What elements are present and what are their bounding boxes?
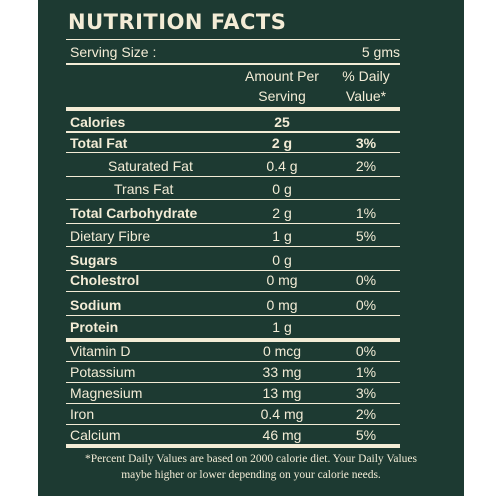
amount-header-line1: Amount Per bbox=[245, 68, 319, 84]
row-amount: 0 mcg bbox=[262, 343, 302, 359]
row-amount: 2 g bbox=[271, 135, 293, 151]
divider bbox=[66, 361, 400, 362]
row-name: Calcium bbox=[70, 427, 121, 443]
divider bbox=[66, 338, 400, 342]
row-amount: 0.4 mg bbox=[260, 406, 304, 422]
divider bbox=[66, 444, 400, 448]
divider bbox=[66, 199, 400, 200]
amount-header-line2: Serving bbox=[258, 88, 306, 104]
divider bbox=[66, 270, 400, 271]
pct-header-line2: Value* bbox=[345, 88, 387, 104]
row-amount: 1 g bbox=[272, 228, 292, 244]
row-pct: 1% bbox=[355, 364, 377, 380]
row-amount: 0 g bbox=[272, 181, 292, 197]
row-pct: 5% bbox=[355, 427, 377, 443]
row-name: Vitamin D bbox=[70, 343, 131, 359]
divider bbox=[66, 152, 400, 153]
row-amount: 0 mg bbox=[266, 272, 298, 288]
row-pct: 3% bbox=[355, 385, 377, 401]
row-pct: 2% bbox=[355, 406, 377, 422]
nutrition-facts-panel: NUTRITION FACTS Serving Size : 5 gms Amo… bbox=[38, 0, 464, 496]
row-name: Total Carbohydrate bbox=[70, 205, 198, 221]
row-amount: 25 bbox=[274, 114, 290, 130]
serving-size-value: 5 gms bbox=[361, 44, 400, 60]
divider bbox=[66, 39, 400, 40]
row-pct: 0% bbox=[355, 343, 377, 359]
row-pct: 0% bbox=[355, 272, 377, 288]
row-pct: 2% bbox=[355, 158, 377, 174]
divider bbox=[66, 291, 400, 292]
row-pct: 5% bbox=[355, 228, 377, 244]
row-amount: 13 mg bbox=[262, 385, 302, 401]
panel-title: NUTRITION FACTS bbox=[68, 10, 287, 34]
row-amount: 0 mg bbox=[266, 297, 298, 313]
footnote-line-1: *Percent Daily Values are based on 2000 … bbox=[84, 453, 418, 465]
pct-header-line1: % Daily bbox=[342, 68, 390, 84]
divider bbox=[66, 107, 400, 111]
divider bbox=[66, 131, 400, 133]
divider bbox=[66, 424, 400, 425]
divider bbox=[66, 223, 400, 224]
row-name: Total Fat bbox=[70, 135, 128, 151]
row-name: Trans Fat bbox=[114, 181, 174, 197]
row-amount: 33 mg bbox=[262, 364, 302, 380]
serving-size-label: Serving Size : bbox=[70, 44, 157, 60]
row-amount: 0 g bbox=[272, 252, 292, 268]
row-name: Magnesium bbox=[70, 385, 143, 401]
divider bbox=[66, 315, 400, 316]
row-name: Saturated Fat bbox=[108, 158, 193, 174]
divider bbox=[66, 63, 400, 65]
row-name: Calories bbox=[70, 114, 126, 130]
divider bbox=[66, 403, 400, 404]
row-name: Sugars bbox=[70, 252, 118, 268]
row-name: Cholestrol bbox=[70, 272, 140, 288]
divider bbox=[66, 382, 400, 383]
row-amount: 2 g bbox=[272, 205, 292, 221]
row-amount: 0.4 g bbox=[266, 158, 298, 174]
row-name: Potassium bbox=[70, 364, 136, 380]
divider bbox=[66, 176, 400, 177]
row-amount: 46 mg bbox=[262, 427, 302, 443]
row-name: Sodium bbox=[70, 297, 122, 313]
footnote: *Percent Daily Values are based on 2000 … bbox=[52, 451, 450, 483]
row-pct: 0% bbox=[355, 297, 377, 313]
divider bbox=[66, 246, 400, 247]
row-amount: 1 g bbox=[272, 319, 292, 335]
row-name: Iron bbox=[70, 406, 95, 422]
row-pct: 1% bbox=[355, 205, 377, 221]
row-pct: 3% bbox=[355, 135, 377, 151]
row-name: Dietary Fibre bbox=[70, 228, 151, 244]
row-name: Protein bbox=[70, 319, 119, 335]
footnote-line-2: maybe higher or lower depending on your … bbox=[121, 469, 381, 481]
